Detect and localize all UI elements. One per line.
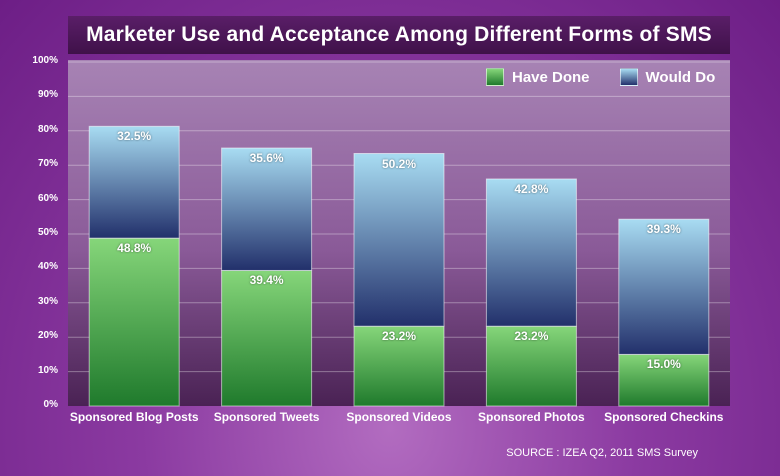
- bar-would-do: [485, 178, 577, 327]
- chart-title: Marketer Use and Acceptance Among Differ…: [86, 23, 712, 46]
- bar-would-do: [618, 218, 710, 355]
- data-label: 39.3%: [646, 222, 681, 237]
- y-tick-label: 10%: [37, 364, 58, 376]
- data-label: 42.8%: [514, 181, 549, 196]
- x-category-label: Sponsored Tweets: [213, 410, 320, 424]
- bar-would-do: [221, 147, 313, 271]
- y-tick-label: 20%: [37, 330, 58, 342]
- y-tick-label: 90%: [37, 89, 58, 101]
- y-tick-label: 0%: [43, 399, 58, 410]
- data-label: 23.2%: [381, 329, 417, 344]
- bar-have-done: [88, 237, 180, 407]
- data-label: 15.0%: [646, 357, 681, 372]
- x-category-label: Sponsored Checkins: [604, 410, 724, 424]
- legend: Have Done Would Do: [486, 68, 715, 86]
- chart-title-bar: Marketer Use and Acceptance Among Differ…: [68, 16, 730, 54]
- legend-label-would-do: Would Do: [645, 68, 716, 86]
- y-tick-label: 100%: [32, 55, 58, 66]
- data-label: 39.4%: [249, 273, 284, 288]
- bar-have-done: [485, 325, 577, 407]
- x-category-label: Sponsored Photos: [478, 410, 585, 424]
- legend-swatch-would-do: [619, 68, 638, 86]
- bar-have-done: [221, 269, 313, 407]
- x-category-label: Sponsored Videos: [346, 410, 452, 424]
- data-label: 50.2%: [381, 156, 417, 171]
- y-tick-label: 50%: [37, 227, 58, 238]
- legend-label-have-done: Have Done: [512, 68, 590, 86]
- y-tick-label: 60%: [37, 192, 58, 204]
- data-label: 32.5%: [117, 129, 152, 144]
- y-tick-label: 70%: [37, 158, 58, 170]
- y-tick-label: 30%: [37, 295, 58, 307]
- data-label: 23.2%: [514, 329, 549, 344]
- y-tick-label: 40%: [37, 261, 58, 273]
- data-label: 35.6%: [249, 151, 284, 165]
- source-note: SOURCE : IZEA Q2, 2011 SMS Survey: [506, 447, 698, 459]
- bar-would-do: [88, 125, 180, 239]
- x-category-label: Sponsored Blog Posts: [69, 410, 199, 424]
- bar-would-do: [353, 153, 445, 327]
- y-tick-label: 80%: [37, 123, 58, 135]
- data-label: 48.8%: [117, 241, 152, 256]
- legend-swatch-have-done: [486, 68, 504, 86]
